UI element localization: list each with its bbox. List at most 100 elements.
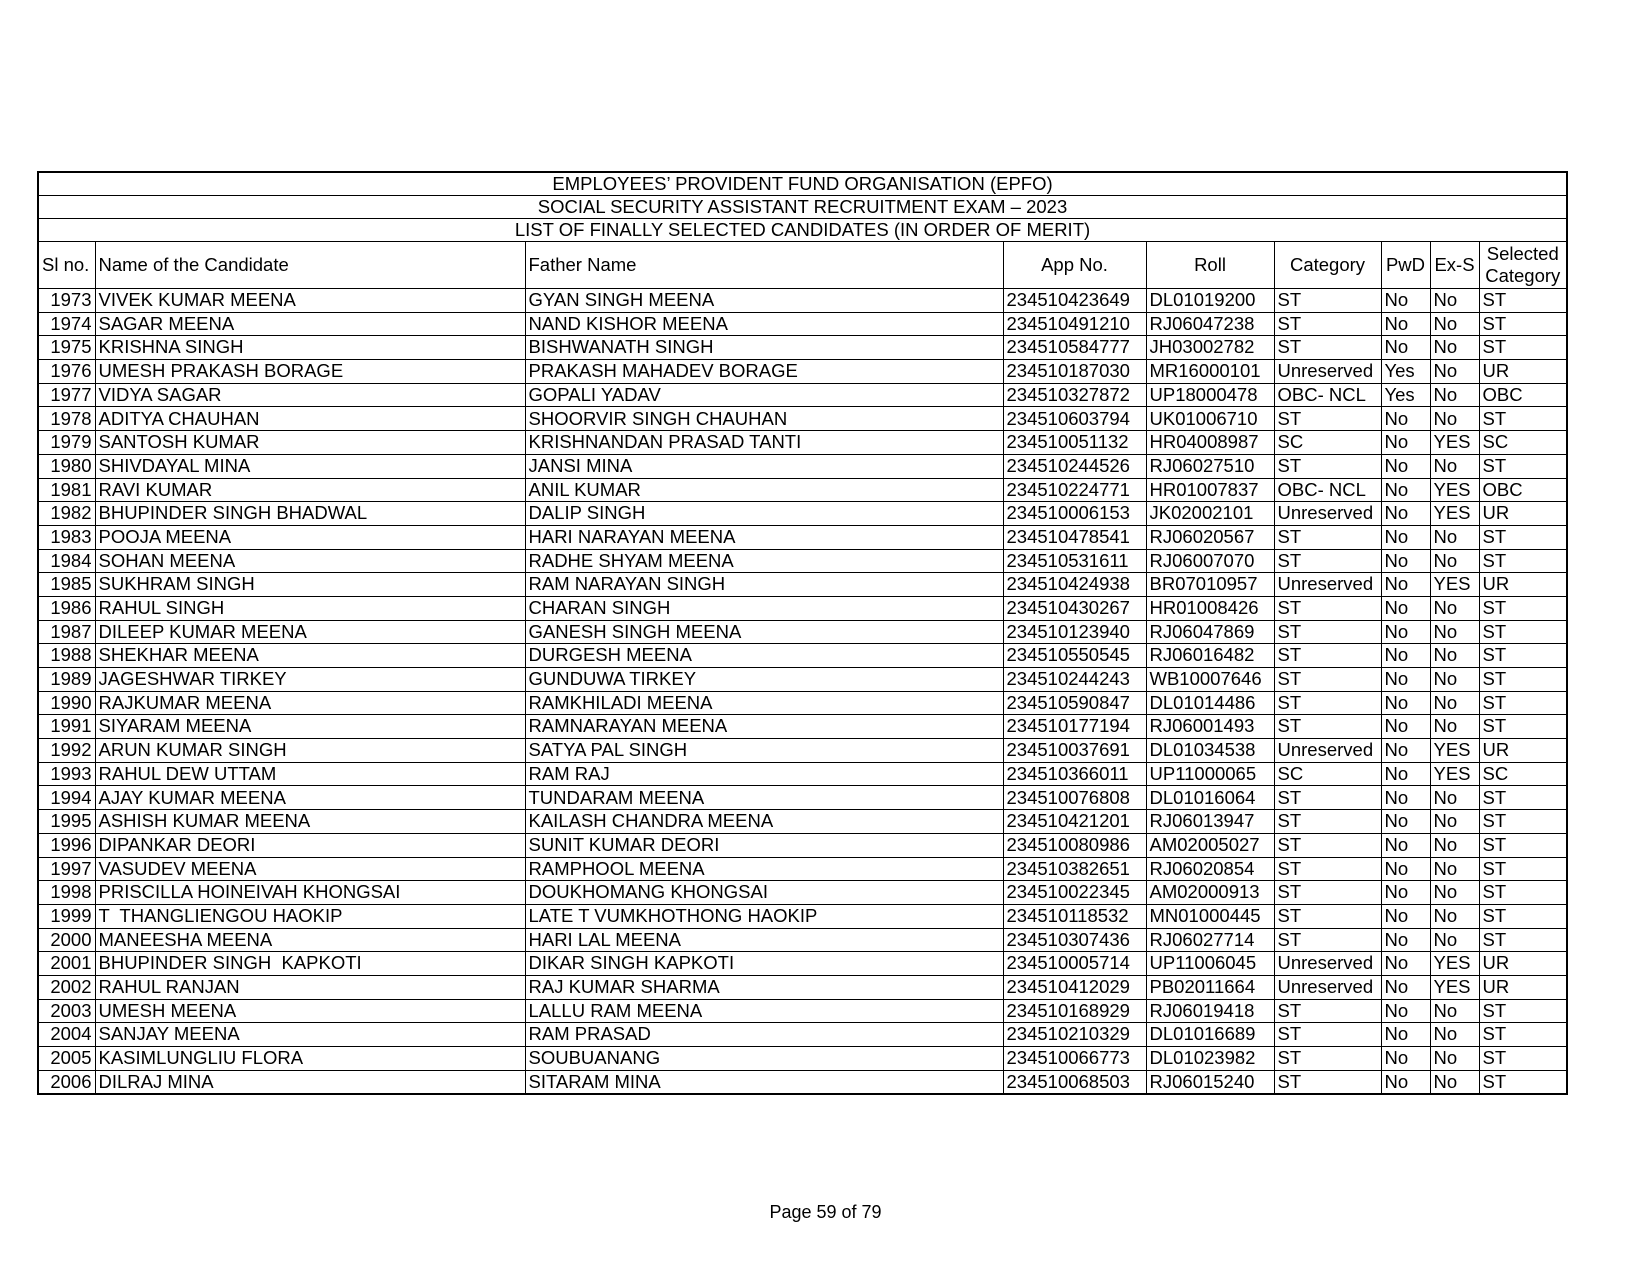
cell-app-no: 234510177194 [1002,714,1147,740]
cell-selected-category: ST [1478,1046,1568,1071]
cell-sl-no: 1987 [37,619,96,645]
list-title: LIST OF FINALLY SELECTED CANDIDATES (IN … [37,218,1568,242]
cell-pwd: No [1380,856,1431,882]
cell-pwd: No [1380,951,1431,976]
cell-candidate-name: SHEKHAR MEENA [94,643,526,668]
cell-sl-no: 1997 [37,856,96,882]
table-row: 1984 SOHAN MEENA RADHE SHYAM MEENA 23451053… [37,548,1568,574]
cell-ex-s: YES [1429,974,1480,1000]
cell-app-no: 234510603794 [1002,406,1147,432]
cell-app-no: 234510022345 [1002,880,1147,905]
cell-candidate-name: VIDYA SAGAR [94,382,526,408]
cell-roll: RJ06027510 [1145,453,1275,479]
table-row: 2001 BHUPINDER SINGH KAPKOTI DIKAR SINGH K… [37,951,1568,976]
cell-pwd: No [1380,998,1431,1024]
table-row: 1994 AJAY KUMAR MEENA TUNDARAM MEENA 234510… [37,785,1568,811]
cell-father-name: DIKAR SINGH KAPKOTI [524,951,1004,976]
col-header-ex-s: Ex-S [1429,241,1480,289]
cell-selected-category: ST [1478,335,1568,361]
cell-candidate-name: ARUN KUMAR SINGH [94,738,526,763]
cell-sl-no: 1975 [37,335,96,361]
cell-pwd: No [1380,548,1431,574]
cell-pwd: No [1380,572,1431,597]
cell-candidate-name: SANTOSH KUMAR [94,430,526,455]
cell-app-no: 234510051132 [1002,430,1147,455]
cell-category: ST [1273,1022,1382,1047]
cell-roll: AM02005027 [1145,832,1275,858]
cell-sl-no: 1974 [37,311,96,337]
cell-roll: RJ06027714 [1145,927,1275,953]
exam-title: SOCIAL SECURITY ASSISTANT RECRUITMENT EX… [37,195,1568,219]
cell-candidate-name: VIVEK KUMAR MEENA [94,288,526,313]
cell-selected-category: ST [1478,667,1568,692]
cell-pwd: No [1380,832,1431,858]
cell-roll: DL01016689 [1145,1022,1275,1047]
cell-pwd: No [1380,453,1431,479]
cell-ex-s: No [1429,311,1480,337]
cell-father-name: JANSI MINA [524,453,1004,479]
cell-app-no: 234510423649 [1002,288,1147,313]
col-header-father-name: Father Name [524,241,1004,289]
cell-pwd: No [1380,288,1431,313]
table-row: 1998 PRISCILLA HOINEIVAH KHONGSAI DOUKHOMA… [37,880,1568,905]
cell-roll: PB02011664 [1145,974,1275,1000]
cell-ex-s: YES [1429,477,1480,503]
cell-candidate-name: T THANGLIENGOU HAOKIP [94,903,526,929]
cell-roll: RJ06001493 [1145,714,1275,740]
col-header-category: Category [1273,241,1382,289]
cell-selected-category: ST [1478,785,1568,811]
cell-candidate-name: DILRAJ MINA [94,1069,526,1095]
cell-candidate-name: RAJKUMAR MEENA [94,690,526,716]
cell-app-no: 234510430267 [1002,595,1147,621]
cell-category: ST [1273,714,1382,740]
cell-sl-no: 2003 [37,998,96,1024]
table-row: 1992 ARUN KUMAR SINGH SATYA PAL SINGH 23451… [37,738,1568,763]
col-header-pwd: PwD [1380,241,1431,289]
cell-candidate-name: SHIVDAYAL MINA [94,453,526,479]
cell-selected-category: UR [1478,951,1568,976]
cell-candidate-name: KASIMLUNGLIU FLORA [94,1046,526,1071]
cell-roll: RJ06007070 [1145,548,1275,574]
cell-category: ST [1273,785,1382,811]
cell-pwd: No [1380,667,1431,692]
cell-pwd: No [1380,974,1431,1000]
organisation-title: EMPLOYEES’ PROVIDENT FUND ORGANISATION (… [37,171,1568,196]
cell-sl-no: 1984 [37,548,96,574]
cell-app-no: 234510080986 [1002,832,1147,858]
cell-category: OBC- NCL [1273,477,1382,503]
cell-father-name: SATYA PAL SINGH [524,738,1004,763]
cell-roll: RJ06019418 [1145,998,1275,1024]
cell-sl-no: 1999 [37,903,96,929]
page-number: Page 59 of 79 [769,1202,882,1222]
cell-selected-category: ST [1478,690,1568,716]
table-row: 1978 ADITYA CHAUHAN SHOORVIR SINGH CHAUHAN… [37,406,1568,432]
cell-father-name: SUNIT KUMAR DEORI [524,832,1004,858]
cell-roll: DL01014486 [1145,690,1275,716]
cell-category: Unreserved [1273,738,1382,763]
cell-pwd: No [1380,903,1431,929]
cell-candidate-name: ASHISH KUMAR MEENA [94,809,526,834]
cell-ex-s: No [1429,288,1480,313]
cell-sl-no: 1996 [37,832,96,858]
cell-candidate-name: ADITYA CHAUHAN [94,406,526,432]
cell-pwd: No [1380,643,1431,668]
cell-father-name: TUNDARAM MEENA [524,785,1004,811]
table-row: 1988 SHEKHAR MEENA DURGESH MEENA 2345105505… [37,643,1568,668]
cell-pwd: No [1380,501,1431,526]
cell-ex-s: No [1429,524,1480,550]
cell-app-no: 234510590847 [1002,690,1147,716]
cell-ex-s: No [1429,1022,1480,1047]
cell-pwd: Yes [1380,359,1431,384]
cell-candidate-name: PRISCILLA HOINEIVAH KHONGSAI [94,880,526,905]
cell-pwd: No [1380,809,1431,834]
cell-candidate-name: RAHUL SINGH [94,595,526,621]
cell-father-name: GOPALI YADAV [524,382,1004,408]
cell-app-no: 234510037691 [1002,738,1147,763]
cell-sl-no: 1986 [37,595,96,621]
cell-category: ST [1273,998,1382,1024]
cell-candidate-name: BHUPINDER SINGH BHADWAL [94,501,526,526]
cell-ex-s: No [1429,856,1480,882]
cell-father-name: RAMKHILADI MEENA [524,690,1004,716]
cell-pwd: No [1380,785,1431,811]
cell-roll: RJ06047238 [1145,311,1275,337]
